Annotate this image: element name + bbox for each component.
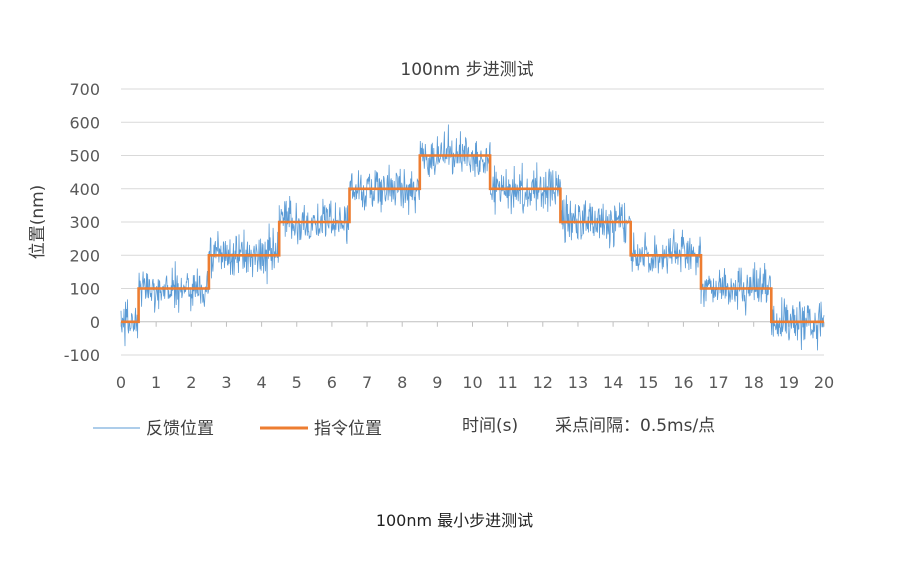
chart-title: 100nm 步进测试 (400, 60, 533, 80)
y-tick-label: 200 (69, 246, 100, 265)
x-axis (120, 321, 825, 327)
x-tick-label: 3 (221, 373, 231, 392)
figure-caption: 100nm 最小步进测试 (375, 511, 534, 530)
y-tick-label: 700 (69, 80, 100, 99)
x-tick-label: 12 (533, 373, 553, 392)
x-tick-label: 9 (432, 373, 442, 392)
x-tick-label: 18 (744, 373, 764, 392)
x-tick-label: 20 (814, 373, 834, 392)
x-tick-label: 14 (603, 373, 623, 392)
legend-label-feedback: 反馈位置 (146, 419, 214, 439)
x-tick-label: 17 (708, 373, 728, 392)
legend-label-command: 指令位置 (314, 419, 382, 439)
legend: 反馈位置 指令位置 (93, 419, 382, 439)
y-tick-labels: -100 0 100 200 300 400 500 600 700 (64, 80, 100, 365)
sampling-note: 采点间隔：0.5ms/点 (555, 416, 715, 436)
y-tick-label: 500 (69, 147, 100, 166)
x-tick-label: 6 (327, 373, 337, 392)
x-tick-label: 7 (362, 373, 372, 392)
x-axis-label: 时间(s) (462, 416, 518, 436)
x-tick-label: 13 (568, 373, 588, 392)
x-tick-label: 2 (186, 373, 196, 392)
series-command-line (121, 154, 824, 324)
series-feedback-line (120, 124, 825, 351)
y-tick-label: 300 (69, 213, 100, 232)
x-tick-label: 5 (292, 373, 302, 392)
y-axis-label: 位置(nm) (28, 185, 48, 260)
y-tick-label: 600 (69, 113, 100, 132)
gridlines (121, 88, 824, 356)
x-tick-label: 1 (151, 373, 161, 392)
y-tick-label: 100 (69, 280, 100, 299)
x-tick-label: 16 (673, 373, 693, 392)
x-tick-label: 8 (397, 373, 407, 392)
x-tick-label: 11 (497, 373, 517, 392)
y-tick-label: 0 (90, 313, 100, 332)
x-tick-labels: 0 1 2 3 4 5 6 7 8 9 10 11 12 13 14 15 16 17 18 19 20 (116, 373, 834, 392)
x-tick-label: 4 (257, 373, 267, 392)
x-tick-label: 10 (462, 373, 482, 392)
plot-area (120, 124, 825, 351)
y-tick-label: 400 (69, 180, 100, 199)
y-tick-label: -100 (64, 346, 100, 365)
x-tick-label: 0 (116, 373, 126, 392)
x-tick-label: 19 (779, 373, 799, 392)
x-tick-label: 15 (638, 373, 658, 392)
